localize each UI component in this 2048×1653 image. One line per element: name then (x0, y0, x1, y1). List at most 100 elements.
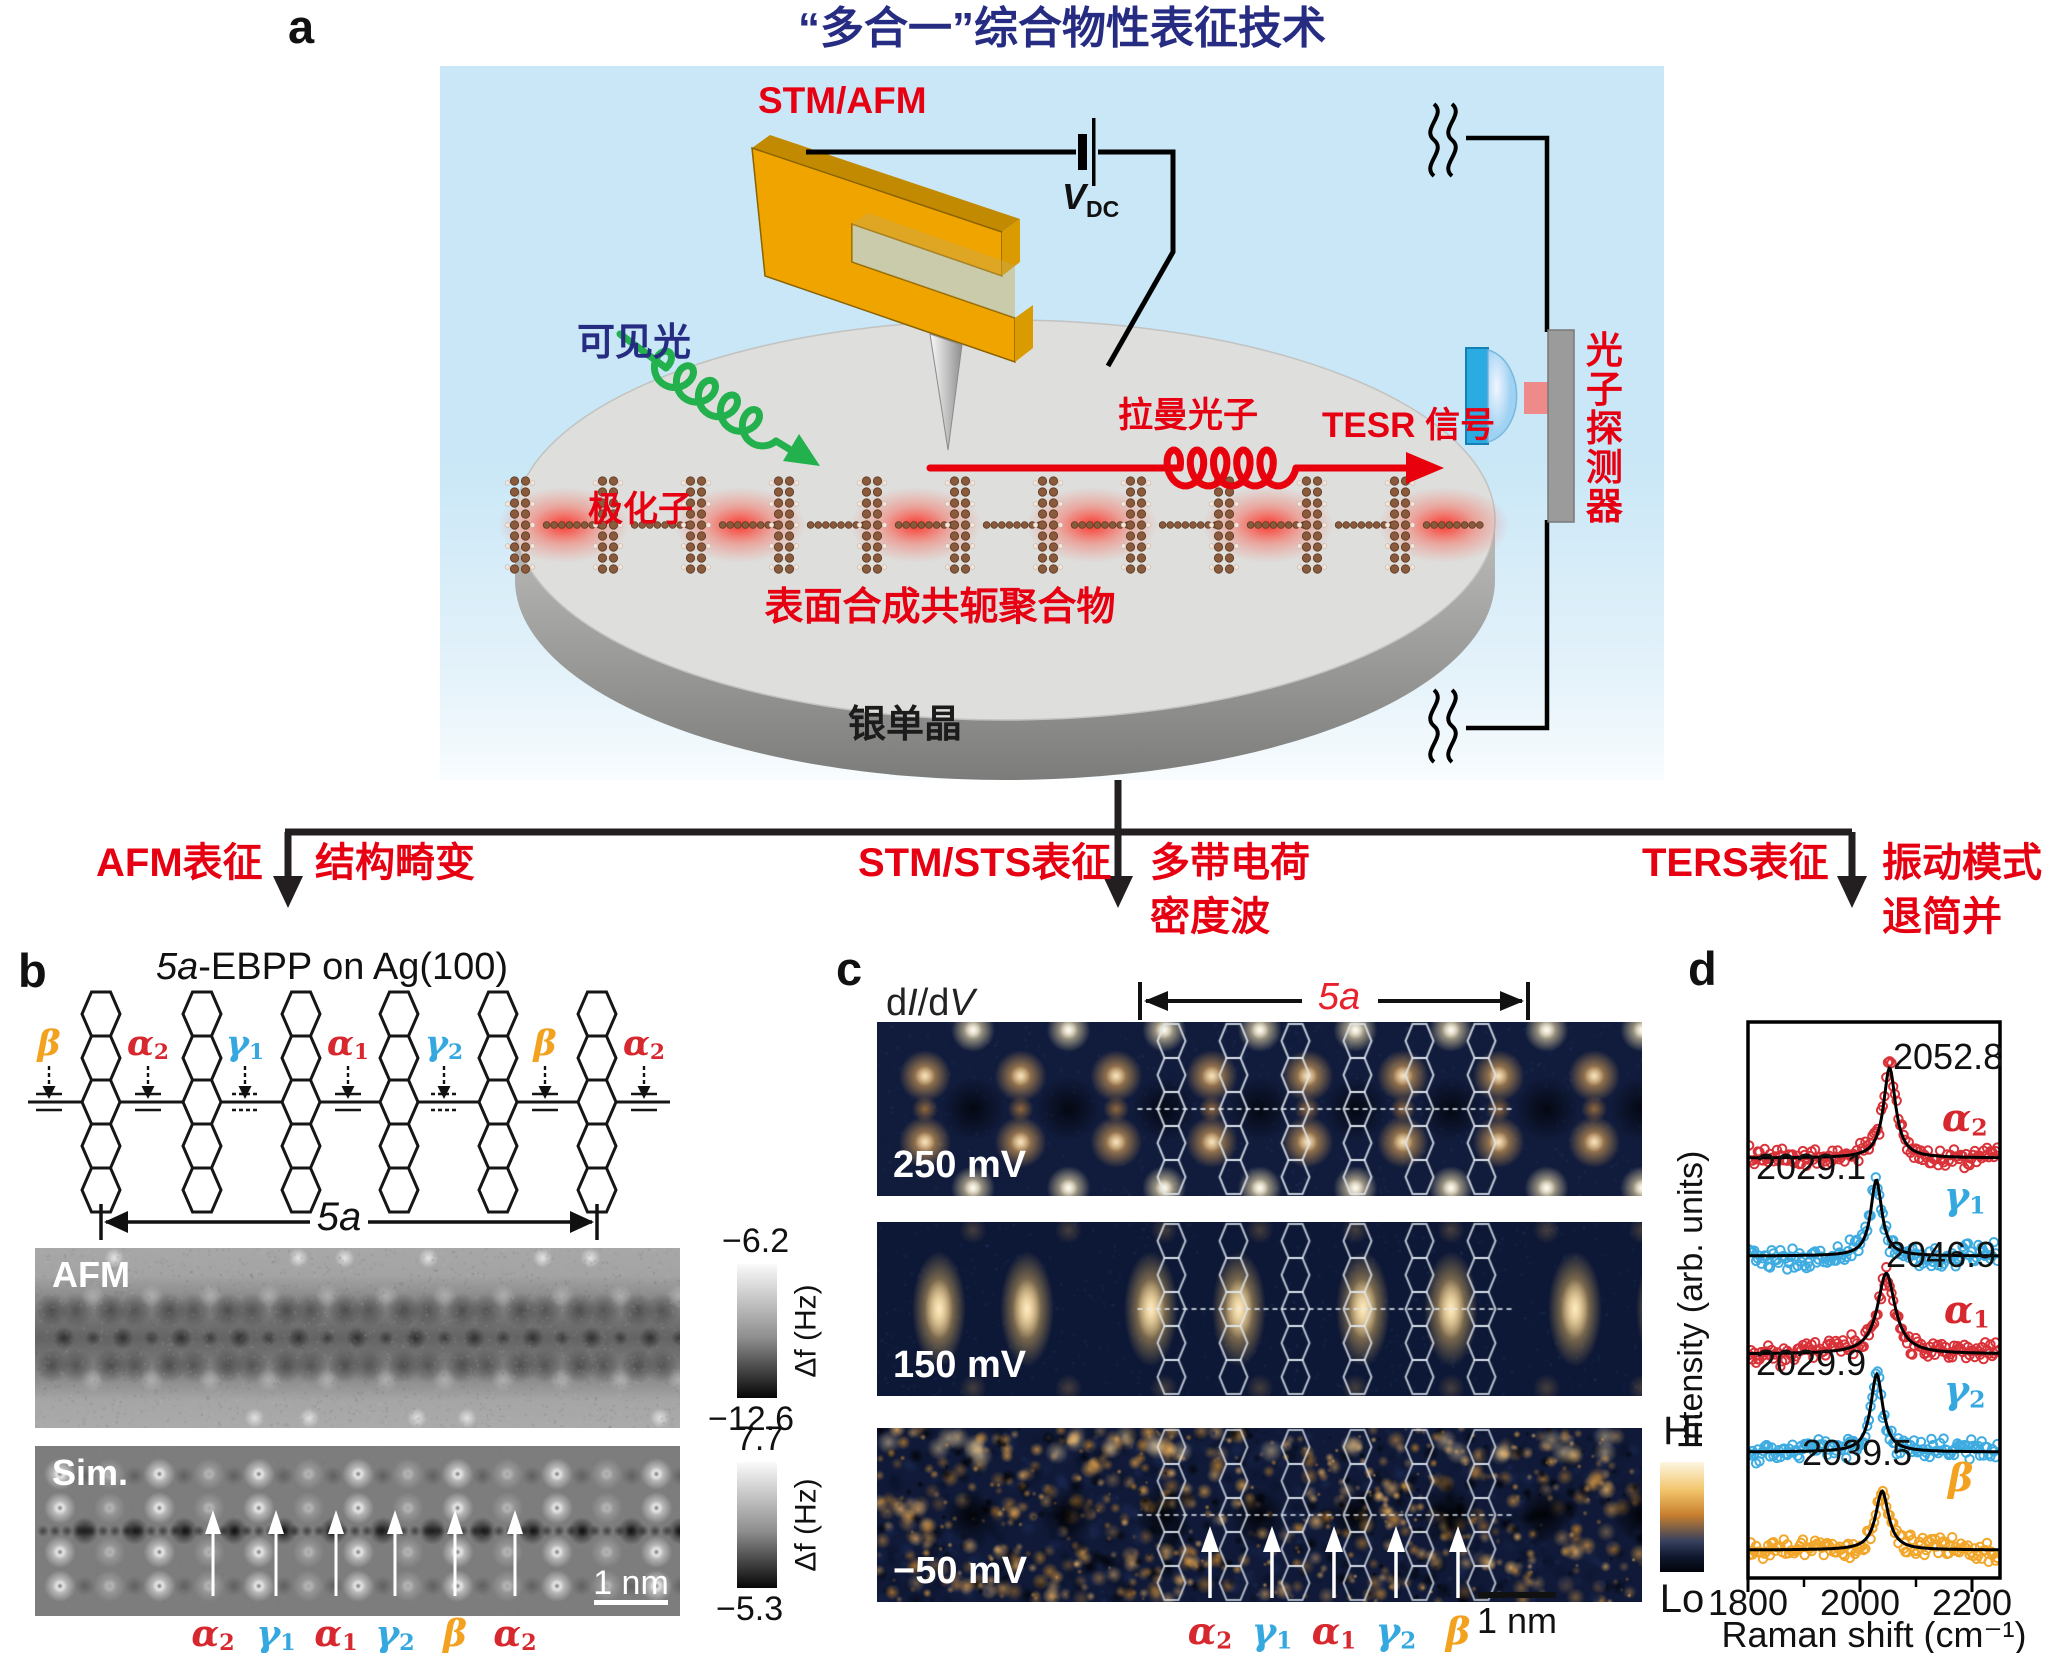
figure-title: “多合一”综合物性表征技术 (798, 4, 1326, 53)
silver-crystal-label: 银单晶 (847, 704, 963, 746)
bias-label-250mv: 250 mV (893, 1144, 1027, 1186)
sim-arrow-label-beta: β (443, 1613, 467, 1653)
panel-a-letter: a (288, 0, 315, 53)
panel-b-title: 5a-EBPP on Ag(100) (156, 946, 509, 988)
flow-afm-method: AFM表征 (96, 841, 263, 885)
sim-arrow-label-alpha2-2: α2 (493, 1613, 537, 1653)
bond-label-alpha2-2: α2 (622, 1023, 666, 1066)
triple-bond-linkers (36, 1092, 657, 1112)
visible-light-label: 可见光 (577, 322, 692, 364)
afm-cbar-axis: Δf (Hz) (789, 1284, 823, 1378)
trace-label-gamma1: γ1 (1944, 1173, 1986, 1220)
raman-xtick-2000: 2000 (1819, 1582, 1901, 1623)
didv-arrow-label-alpha1: α1 (1311, 1609, 1357, 1653)
flow-arrowhead (1837, 876, 1867, 908)
sim-cbar-min: −5.3 (716, 1590, 784, 1628)
didv-colorbar (1660, 1462, 1704, 1572)
sim-scalebar-line (594, 1600, 668, 1605)
vdc-symbol: V (1062, 176, 1087, 217)
tuning-fork-top-face (752, 135, 1020, 232)
flow-ters-result-line2: 退简并 (1882, 895, 2002, 939)
bond-pointer-arrow (238, 1086, 252, 1099)
panel-c-letter: c (836, 942, 863, 995)
flow-ters-method: TERS表征 (1642, 841, 1829, 885)
flow-arrowhead (273, 876, 303, 908)
detector-aperture (1524, 382, 1548, 414)
didv-arrow-label-alpha2: α2 (1187, 1609, 1233, 1653)
bond-label-beta-1: β (37, 1023, 61, 1064)
afm-image-tag: AFM (52, 1254, 130, 1295)
didv-map-250mv (877, 1022, 1642, 1196)
sim-arrow-label-gamma1: γ1 (256, 1613, 296, 1653)
sim-arrow-label-alpha2-1: α2 (191, 1613, 235, 1653)
afm-colorbar (737, 1264, 777, 1398)
didv-arrow-label-beta: β (1445, 1609, 1471, 1653)
sim-cbar-max: 7.7 (736, 1420, 784, 1458)
tesr-signal-label: TESR 信号 (1322, 406, 1496, 445)
battery-icon (1078, 134, 1087, 170)
raman-xlabel: Raman shift (cm⁻¹) (1721, 1614, 2027, 1653)
afm-experimental-image (35, 1248, 680, 1428)
flow-afm-result: 结构畸变 (315, 841, 475, 885)
peak-value-alpha1: 2046.9 (1886, 1234, 1997, 1275)
sim-scalebar-label: 1 nm (593, 1564, 669, 1602)
photon-detector-label: 光子探测器 (1580, 330, 1622, 526)
didv-map-150mv (877, 1222, 1642, 1396)
bond-pointer-arrow (538, 1086, 552, 1099)
afm-cbar-min: −12.6 (708, 1400, 795, 1438)
flow-ters-result-line1: 振动模式 (1882, 841, 2042, 885)
raman-xtick-2200: 2200 (1931, 1582, 2013, 1623)
bond-label-beta-2: β (533, 1023, 557, 1064)
polymer-label: 表面合成共轭聚合物 (764, 586, 1116, 629)
trace-label-gamma2: γ2 (1944, 1367, 1986, 1414)
didv-map-minus50mv (877, 1428, 1642, 1602)
peak-value-gamma1: 2029.1 (1756, 1146, 1867, 1187)
stm-afm-label: STM/AFM (758, 80, 927, 121)
didv-arrow-label-gamma2: γ2 (1375, 1609, 1417, 1653)
sim-colorbar (737, 1462, 777, 1588)
sim-arrow-label-gamma2: γ2 (375, 1613, 415, 1653)
sim-image-tag: Sim. (52, 1452, 129, 1493)
didv-cbar-lo: Lo (1659, 1577, 1705, 1621)
sim-arrow-label-alpha1: α1 (314, 1613, 358, 1653)
raman-ylabel: Intensity (arb. units) (1672, 1150, 1711, 1450)
bond-pointer-arrow (42, 1086, 56, 1099)
photon-detector-plate (1547, 329, 1575, 523)
afm-simulated-image (35, 1446, 680, 1616)
raman-xtick-1800: 1800 (1707, 1582, 1789, 1623)
panel-b-5a-dimension: 5a (316, 1195, 362, 1239)
bond-label-gamma1: γ1 (225, 1023, 265, 1066)
bond-label-gamma2: γ2 (424, 1023, 464, 1066)
bond-pointer-arrow (341, 1086, 355, 1099)
didv-cbar-hi: Hi (1663, 1409, 1701, 1453)
sim-cbar-axis: Δf (Hz) (789, 1478, 823, 1572)
flow-stm-result-line2: 密度波 (1150, 895, 1270, 939)
flow-stm-result-line1: 多带电荷 (1150, 841, 1310, 885)
bond-pointer-arrow (141, 1086, 155, 1099)
bond-label-alpha2-1: α2 (126, 1023, 170, 1066)
peak-value-beta: 2039.5 (1802, 1432, 1913, 1473)
panel-d-letter: d (1688, 942, 1717, 995)
bond-pointer-arrow (437, 1086, 451, 1099)
afm-cbar-max: −6.2 (722, 1222, 790, 1260)
bond-label-alpha1: α1 (326, 1023, 370, 1066)
panel-b-letter: b (18, 944, 47, 997)
visible-light-arrowhead (783, 434, 820, 466)
stm-tip (929, 333, 963, 451)
didv-tag: dI/dV (886, 982, 975, 1024)
didv-scalebar-line (1478, 1592, 1556, 1598)
vdc-subscript: DC (1086, 196, 1120, 223)
raman-photon-label: 拉曼光子 (1118, 396, 1259, 435)
trace-label-alpha2: α2 (1942, 1095, 1988, 1142)
panel-c-5a-dimension: 5a (1309, 977, 1369, 1018)
didv-scalebar-label: 1 nm (1476, 1600, 1558, 1641)
peak-value-gamma2: 2029.9 (1756, 1342, 1867, 1383)
trace-label-beta: β (1948, 1455, 1974, 1500)
flow-stm-method: STM/STS表征 (858, 841, 1112, 885)
polaron-label: 极化子 (588, 490, 694, 529)
raman-photon-wave (926, 446, 1412, 490)
trace-label-alpha1: α1 (1944, 1287, 1990, 1334)
panel-b-title-rest: -EBPP on Ag(100) (198, 946, 509, 988)
didv-arrow-label-gamma1: γ1 (1251, 1609, 1293, 1653)
